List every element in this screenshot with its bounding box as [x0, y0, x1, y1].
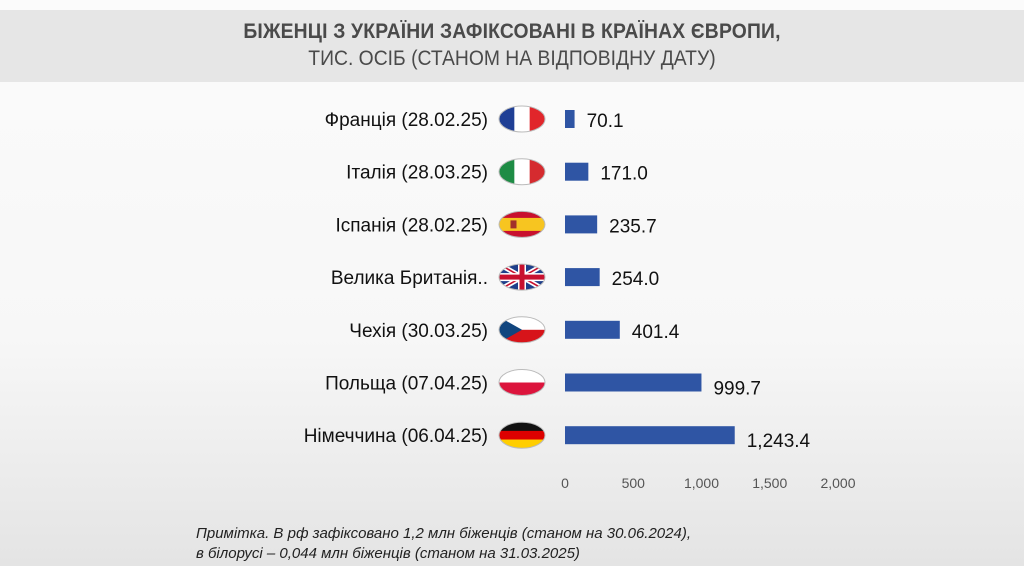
bar — [565, 162, 589, 181]
category-label: Франція (28.02.25) — [325, 110, 488, 131]
flag-stripe — [499, 369, 545, 383]
chart-title: БІЖЕНЦІ З УКРАЇНИ ЗАФІКСОВАНІ В КРАЇНАХ … — [243, 20, 781, 43]
flag-stripe — [514, 106, 531, 132]
x-tick-label: 2,000 — [820, 475, 855, 491]
category-label: Італія (28.03.25) — [346, 163, 488, 184]
czechia-flag-icon — [499, 316, 545, 343]
flag-stripe — [514, 158, 531, 185]
bar — [565, 426, 735, 445]
flag-outline — [498, 263, 546, 291]
chart-header: БІЖЕНЦІ З УКРАЇНИ ЗАФІКСОВАНІ В КРАЇНАХ … — [0, 10, 1024, 82]
category-label: Польща (07.04.25) — [325, 374, 488, 395]
bar — [565, 110, 575, 128]
flag-stripe — [499, 430, 545, 441]
bar — [565, 268, 600, 287]
flag-stripe — [499, 217, 545, 231]
flag-outline — [498, 369, 546, 396]
flag-outline — [498, 210, 546, 238]
flag-stripe — [499, 422, 545, 432]
flag-outline — [498, 158, 546, 186]
flag-stripe — [529, 158, 545, 185]
data-label: 401.4 — [632, 322, 680, 343]
flag-stripe — [499, 439, 545, 449]
x-tick-label: 1,000 — [684, 475, 719, 491]
flag-stripe — [499, 106, 515, 132]
united-kingdom-flag-icon — [499, 264, 545, 291]
data-label: 235.7 — [609, 216, 657, 237]
category-label: Чехія (30.03.25) — [349, 321, 488, 342]
flag-outline — [498, 316, 546, 344]
flag-outline — [498, 421, 546, 449]
flag-emblem — [510, 220, 517, 229]
spain-flag-icon — [499, 211, 545, 238]
bar — [565, 373, 702, 392]
flag-stripe — [499, 158, 515, 185]
x-tick-label: 500 — [622, 475, 646, 491]
footnote-line-2: в білорусі – 0,044 млн біженців (станом … — [196, 545, 580, 562]
data-label: 999.7 — [713, 379, 761, 400]
data-label: 70.1 — [587, 111, 624, 132]
bar — [565, 215, 598, 234]
germany-flag-icon — [499, 422, 545, 449]
footnote-line-1: Примітка. В рф зафіксовано 1,2 млн біжен… — [196, 525, 691, 542]
category-label: Іспанія (28.02.25) — [335, 215, 488, 236]
data-label: 254.0 — [612, 269, 660, 290]
flag-outline — [498, 105, 546, 133]
category-label: Німеччина (06.04.25) — [304, 426, 488, 447]
italy-flag-icon — [499, 158, 545, 185]
data-label: 171.0 — [600, 164, 648, 185]
x-tick-label: 0 — [561, 475, 569, 491]
chart-subtitle: ТИС. ОСІБ (СТАНОМ НА ВІДПОВІДНУ ДАТУ) — [308, 47, 716, 70]
flag-cross — [519, 264, 525, 291]
france-flag-icon — [499, 106, 545, 132]
flag-stripe — [499, 382, 545, 396]
x-tick-label: 1,500 — [752, 475, 787, 491]
category-label: Велика Британія.. — [331, 268, 488, 289]
bar — [565, 320, 620, 339]
data-label: 1,243.4 — [747, 431, 811, 452]
flag-triangle — [499, 316, 522, 343]
footnote: Примітка. В рф зафіксовано 1,2 млн біжен… — [196, 524, 896, 564]
poland-flag-icon — [499, 369, 545, 396]
flag-stripe — [529, 106, 545, 132]
